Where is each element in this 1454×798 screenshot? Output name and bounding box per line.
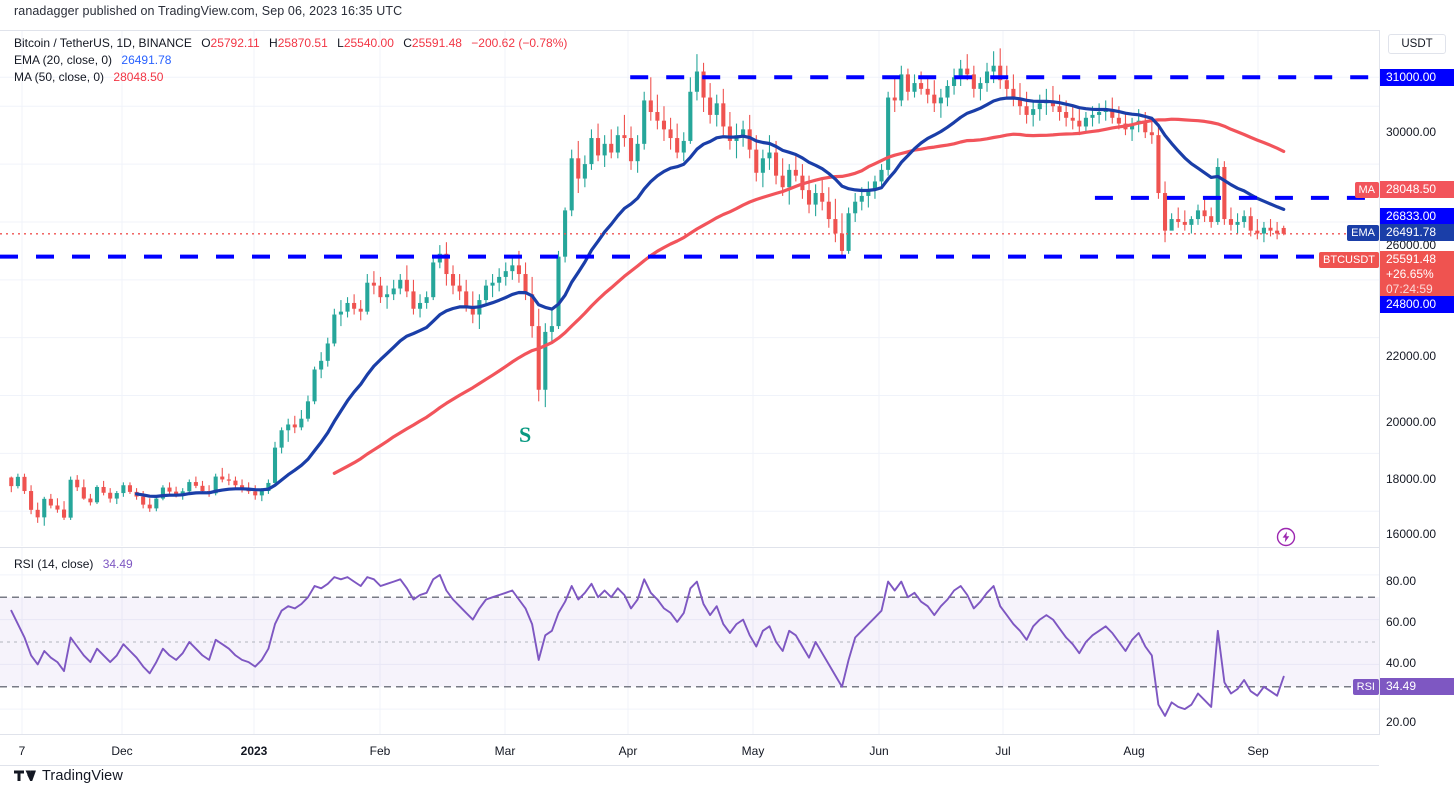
rsi-tick-80: 80.00 (1386, 574, 1417, 588)
s-marker-label: S (519, 422, 532, 447)
symbol-tag: BTCUSDT (1319, 252, 1379, 268)
time-tick-jul: Jul (995, 744, 1011, 758)
tradingview-footer[interactable]: TradingView (14, 768, 123, 784)
ema-legend-value: 26491.78 (121, 53, 172, 67)
ema-legend-label: EMA (20, close, 0) (14, 53, 113, 67)
axis-badge-rsi-value[interactable]: 34.49 (1380, 678, 1454, 695)
close-value: 25591.48 (411, 36, 462, 50)
rsi-legend[interactable]: RSI (14, close) 34.49 (14, 557, 133, 571)
rsi-pane[interactable] (0, 547, 1379, 734)
time-axis[interactable]: 7 Dec 2023 Feb Mar Apr May Jun Jul Aug Sep (0, 736, 1379, 766)
axis-badge-level-31000[interactable]: 31000.00 (1380, 69, 1454, 86)
axis-tick-16000: 16000.00 (1386, 527, 1437, 541)
symbol-label: Bitcoin / TetherUS, 1D, BINANCE (14, 36, 192, 50)
rsi-tick-60: 60.00 (1386, 615, 1417, 629)
rsi-legend-value: 34.49 (102, 557, 133, 571)
axis-tick-22000: 22000.00 (1386, 349, 1437, 363)
axis-badge-last-price[interactable]: 25591.48 +26.65% 07:24:59 (1380, 251, 1454, 296)
rsi-tick-20: 20.00 (1386, 715, 1417, 729)
ma-legend-value: 28048.50 (113, 70, 164, 84)
change-value: −200.62 (−0.78%) (471, 36, 568, 50)
attribution-text: ranadagger published on TradingView.com,… (14, 4, 403, 18)
symbol-ohlc-legend[interactable]: Bitcoin / TetherUS, 1D, BINANCE O25792.1… (14, 36, 567, 50)
time-tick-dec: Dec (111, 744, 133, 758)
ema-tag: EMA (1347, 225, 1379, 241)
time-tick-apr: Apr (618, 744, 638, 758)
last-price-countdown: 07:24:59 (1386, 282, 1433, 296)
rsi-chart-svg (0, 548, 1379, 734)
axis-badge-level-24800[interactable]: 24800.00 (1380, 296, 1454, 313)
low-label: L (337, 36, 344, 50)
close-label: C (403, 36, 412, 50)
time-tick-may: May (741, 744, 765, 758)
time-tick-aug: Aug (1123, 744, 1145, 758)
price-pane[interactable] (0, 31, 1379, 546)
price-axis[interactable]: USDT 30000.00 26000.00 22000.00 20000.00… (1319, 30, 1454, 735)
price-chart-svg (0, 31, 1379, 546)
axis-tick-26000: 26000.00 (1386, 238, 1437, 252)
time-tick-mar: Mar (494, 744, 516, 758)
open-label: O (201, 36, 211, 50)
last-price-percent: +26.65% (1386, 267, 1434, 281)
time-tick-jun: Jun (869, 744, 889, 758)
axis-tick-30000: 30000.00 (1386, 125, 1437, 139)
low-value: 25540.00 (343, 36, 394, 50)
rsi-tick-40: 40.00 (1386, 656, 1417, 670)
ma-legend-label: MA (50, close, 0) (14, 70, 105, 84)
last-price-value: 25591.48 (1386, 252, 1437, 266)
lightning-bolt-icon[interactable] (1276, 527, 1296, 547)
ma-legend[interactable]: MA (50, close, 0) 28048.50 (14, 70, 163, 84)
high-label: H (269, 36, 278, 50)
tradingview-logo-icon (14, 770, 36, 781)
time-tick-7: 7 (18, 744, 26, 758)
ema-legend[interactable]: EMA (20, close, 0) 26491.78 (14, 53, 171, 67)
axis-tick-20000: 20000.00 (1386, 415, 1437, 429)
axis-tick-18000: 18000.00 (1386, 472, 1437, 486)
axis-badge-ema-value[interactable]: 26491.78 (1380, 224, 1454, 241)
rsi-legend-label: RSI (14, close) (14, 557, 94, 571)
tradingview-brand-text: TradingView (42, 768, 123, 784)
axis-badge-ma-value[interactable]: 28048.50 (1380, 181, 1454, 198)
high-value: 25870.51 (277, 36, 328, 50)
time-tick-sep: Sep (1247, 744, 1269, 758)
time-tick-feb: Feb (369, 744, 391, 758)
open-value: 25792.11 (210, 36, 260, 50)
ma-tag: MA (1354, 182, 1379, 198)
currency-chip[interactable]: USDT (1388, 34, 1446, 54)
chart-frame[interactable]: Bitcoin / TetherUS, 1D, BINANCE O25792.1… (0, 30, 1379, 735)
rsi-tag: RSI (1352, 679, 1379, 695)
time-tick-2023: 2023 (240, 744, 268, 758)
axis-badge-level-26833[interactable]: 26833.00 (1380, 208, 1454, 225)
